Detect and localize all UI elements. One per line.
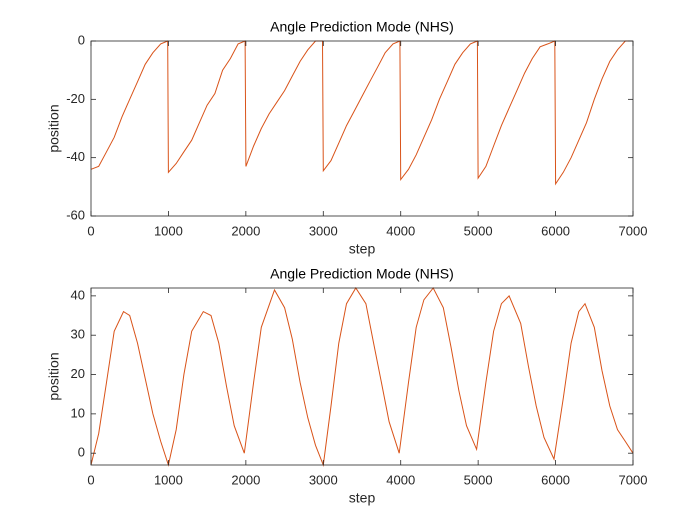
y-tick-label: -40	[66, 149, 85, 164]
x-tick-label: 4000	[386, 223, 415, 238]
x-tick-label: 4000	[386, 472, 415, 487]
x-tick-label: 6000	[541, 223, 570, 238]
y-tick-label: 0	[78, 32, 85, 47]
plot-area	[91, 288, 633, 465]
y-tick-label: -20	[66, 91, 85, 106]
data-line	[90, 40, 633, 186]
x-tick-label: 3000	[309, 472, 338, 487]
x-axis-label: step	[349, 490, 376, 506]
x-tick-label: 7000	[619, 472, 648, 487]
y-tick-label: 20	[71, 366, 85, 381]
axes-box	[90, 40, 634, 217]
data-line	[90, 287, 634, 467]
y-axis-label: position	[46, 104, 62, 152]
axes-box	[90, 287, 634, 466]
x-tick-label: 2000	[231, 472, 260, 487]
y-tick-label: -60	[66, 207, 85, 222]
y-tick-label: 10	[71, 405, 85, 420]
plot-area	[91, 41, 633, 216]
y-tick-label: 30	[71, 327, 85, 342]
x-tick-label: 1000	[154, 223, 183, 238]
y-tick-label: 40	[71, 287, 85, 302]
chart-title: Angle Prediction Mode (NHS)	[270, 19, 454, 35]
y-axis-label: position	[46, 352, 62, 400]
x-tick-label: 3000	[309, 223, 338, 238]
chart-title: Angle Prediction Mode (NHS)	[270, 266, 454, 282]
x-axis-label: step	[349, 241, 376, 257]
y-tick-label: 0	[78, 445, 85, 460]
x-tick-label: 1000	[154, 472, 183, 487]
x-tick-label: 0	[87, 472, 94, 487]
x-tick-label: 5000	[464, 223, 493, 238]
x-tick-label: 0	[87, 223, 94, 238]
x-tick-label: 7000	[619, 223, 648, 238]
x-tick-label: 5000	[464, 472, 493, 487]
x-tick-label: 6000	[541, 472, 570, 487]
x-tick-label: 2000	[231, 223, 260, 238]
